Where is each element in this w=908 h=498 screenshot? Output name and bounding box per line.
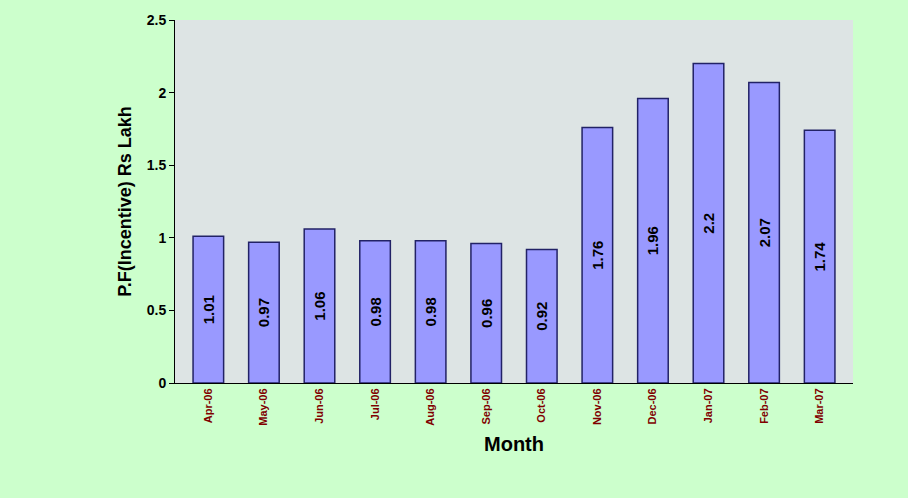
svg-text:1.76: 1.76 xyxy=(589,241,606,270)
svg-text:Sep-06: Sep-06 xyxy=(480,388,492,424)
svg-text:1.5: 1.5 xyxy=(147,157,167,173)
svg-text:Month: Month xyxy=(484,433,544,455)
svg-text:0.98: 0.98 xyxy=(422,297,439,326)
svg-text:2.07: 2.07 xyxy=(756,218,773,247)
svg-text:Jul-06: Jul-06 xyxy=(369,388,381,420)
svg-text:0.98: 0.98 xyxy=(367,297,384,326)
svg-text:1.96: 1.96 xyxy=(644,226,661,255)
svg-text:1.74: 1.74 xyxy=(811,242,828,272)
svg-text:2: 2 xyxy=(158,85,166,101)
svg-text:0.5: 0.5 xyxy=(147,302,167,318)
svg-text:Jan-07: Jan-07 xyxy=(702,388,714,423)
svg-text:Oct-06: Oct-06 xyxy=(535,388,547,422)
svg-text:Dec-06: Dec-06 xyxy=(647,388,659,424)
svg-text:Aug-06: Aug-06 xyxy=(424,388,436,425)
svg-text:0.97: 0.97 xyxy=(255,298,272,327)
svg-text:1.06: 1.06 xyxy=(311,291,328,320)
svg-text:2.5: 2.5 xyxy=(147,12,167,28)
svg-text:Jun-06: Jun-06 xyxy=(313,388,325,423)
svg-text:1: 1 xyxy=(158,230,166,246)
svg-text:Mar-07: Mar-07 xyxy=(813,388,825,423)
svg-text:May-06: May-06 xyxy=(257,388,269,425)
svg-text:2.2: 2.2 xyxy=(700,213,717,234)
svg-text:0.92: 0.92 xyxy=(533,302,550,331)
svg-text:0.96: 0.96 xyxy=(478,299,495,328)
svg-text:Feb-07: Feb-07 xyxy=(758,388,770,423)
svg-text:P.F(Incentive) Rs Lakh: P.F(Incentive) Rs Lakh xyxy=(115,106,135,297)
svg-text:Nov-06: Nov-06 xyxy=(591,388,603,425)
svg-text:0: 0 xyxy=(158,375,166,391)
svg-text:1.01: 1.01 xyxy=(200,295,217,324)
svg-text:Apr-06: Apr-06 xyxy=(202,388,214,423)
